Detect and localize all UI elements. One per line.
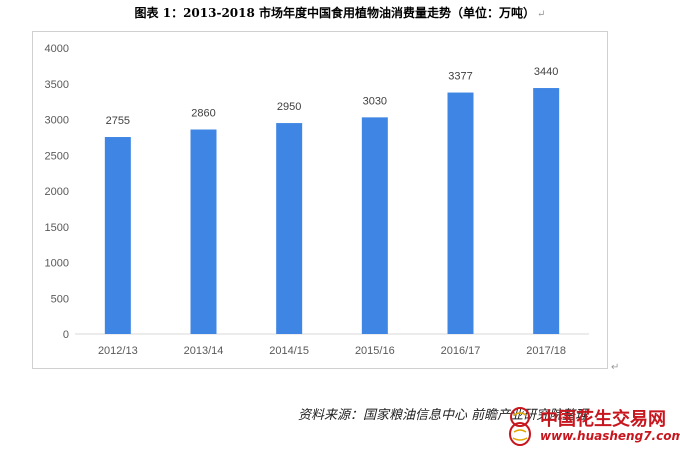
bar [104, 137, 131, 334]
bar [533, 88, 560, 334]
bar-chart: 0 500 1000 1500 2000 2500 3000 3500 4000 2755 2012… [32, 31, 608, 369]
bar [361, 117, 388, 334]
x-tick-label: 2017/18 [526, 345, 566, 357]
y-tick-label: 3500 [45, 79, 69, 91]
y-tick-label: 500 [51, 293, 69, 305]
data-label: 3440 [534, 66, 558, 78]
bar [276, 123, 303, 334]
x-tick-label: 2015/16 [355, 345, 395, 357]
y-tick-label: 1000 [45, 258, 69, 270]
y-tick-label: 1500 [45, 222, 69, 234]
y-tick-label: 2000 [45, 186, 69, 198]
y-tick-label: 2500 [45, 150, 69, 162]
bar [190, 129, 217, 334]
data-label: 2950 [277, 101, 301, 113]
paragraph-mark: ↵ [537, 9, 546, 20]
watermark-title: 中国花生交易网 [540, 409, 666, 430]
watermark-url: www.huasheng7.com [540, 429, 680, 443]
figure-caption-text: 图表 1：2013-2018 市场年度中国食用植物油消费量走势（单位：万吨） [134, 6, 536, 20]
peanut-logo-icon [509, 407, 531, 446]
bar [447, 92, 474, 334]
watermark: 中国花生交易网 www.huasheng7.com [500, 403, 680, 449]
y-tick-label: 0 [63, 329, 69, 341]
x-tick-label: 2013/14 [184, 345, 224, 357]
figure-caption: 图表 1：2013-2018 市场年度中国食用植物油消费量走势（单位：万吨） ↵ [0, 4, 680, 21]
data-label: 3377 [448, 71, 472, 83]
y-tick-label: 3000 [45, 115, 69, 127]
x-tick-label: 2016/17 [441, 345, 481, 357]
paragraph-mark-chart: ↵ [611, 362, 620, 373]
x-tick-label: 2012/13 [98, 345, 138, 357]
source-note: 资料来源：国家粮油信息中心 前瞻产业研究院整理 [298, 408, 589, 423]
y-tick-label: 4000 [45, 43, 69, 55]
bar-chart-svg: 0 500 1000 1500 2000 2500 3000 3500 4000 2755 2012… [45, 43, 589, 357]
data-label: 2860 [191, 108, 215, 120]
data-label: 3030 [363, 95, 387, 107]
x-tick-label: 2014/15 [269, 345, 309, 357]
data-label: 2755 [106, 115, 130, 127]
